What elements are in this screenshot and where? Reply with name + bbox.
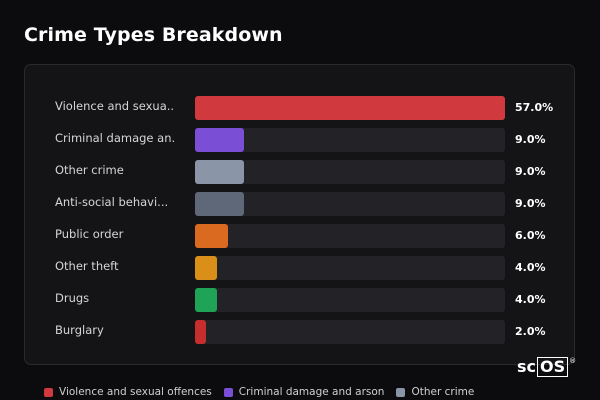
bar-category-label: Burglary — [55, 323, 104, 337]
bar-value-label: 2.0% — [515, 325, 546, 338]
bar-row: Criminal damage an... 9.0% — [25, 128, 574, 152]
bar — [195, 224, 228, 248]
bar-track — [195, 288, 505, 312]
bar-row: Other theft 4.0% — [25, 256, 574, 280]
bar — [195, 256, 217, 280]
bar-value-label: 4.0% — [515, 261, 546, 274]
legend-swatch — [44, 387, 53, 397]
bar — [195, 96, 505, 120]
bar-track — [195, 224, 505, 248]
bar-row: Public order 6.0% — [25, 224, 574, 248]
legend-item: Other crime — [396, 386, 474, 398]
bar-category-label: Violence and sexua... — [55, 99, 175, 113]
bar — [195, 288, 217, 312]
bar — [195, 320, 206, 344]
bar-track — [195, 160, 505, 184]
bar — [195, 128, 244, 152]
bar-track — [195, 320, 505, 344]
bar-category-label: Anti-social behavi... — [55, 195, 169, 209]
bar-row: Violence and sexua... 57.0% — [25, 96, 574, 120]
bar-category-label: Criminal damage an... — [55, 131, 175, 145]
bar-value-label: 9.0% — [515, 133, 546, 146]
bar-category-label: Other theft — [55, 259, 119, 273]
legend-swatch — [223, 387, 233, 397]
brand-logo: sc OS ® — [517, 357, 576, 377]
registered-mark: ® — [569, 357, 577, 365]
legend-label: Other crime — [411, 386, 475, 398]
bar-value-label: 9.0% — [515, 165, 546, 178]
bar-row: Burglary 2.0% — [25, 320, 574, 344]
bar-row: Other crime 9.0% — [25, 160, 574, 184]
chart-legend: Violence and sexual offences Criminal dam… — [44, 386, 474, 398]
bar-track — [195, 128, 505, 152]
bar — [195, 160, 244, 184]
bar-track — [195, 256, 505, 280]
legend-item: Criminal damage and arson — [223, 386, 385, 398]
bar-track — [195, 96, 505, 120]
bar-value-label: 4.0% — [515, 293, 546, 306]
legend-label: Criminal damage and arson — [238, 386, 385, 398]
bar-category-label: Drugs — [55, 291, 90, 305]
bar-category-label: Public order — [55, 227, 124, 241]
bar-value-label: 6.0% — [515, 229, 546, 242]
legend-label: Violence and sexual offences — [59, 386, 212, 398]
bar-value-label: 57.0% — [515, 101, 554, 114]
bar-row: Anti-social behavi... 9.0% — [25, 192, 574, 216]
legend-swatch — [396, 387, 406, 397]
bar-value-label: 9.0% — [515, 197, 546, 210]
bar-row: Drugs 4.0% — [25, 288, 574, 312]
bar — [195, 192, 244, 216]
legend-item: Violence and sexual offences — [44, 386, 212, 398]
chart-card: Violence and sexua... 57.0% Criminal damag… — [24, 64, 575, 365]
bar-category-label: Other crime — [55, 163, 124, 177]
logo-prefix: sc — [517, 357, 537, 376]
page-title: Crime Types Breakdown — [24, 24, 283, 46]
logo-boxed-text: OS — [537, 357, 569, 377]
bar-track — [195, 192, 505, 216]
